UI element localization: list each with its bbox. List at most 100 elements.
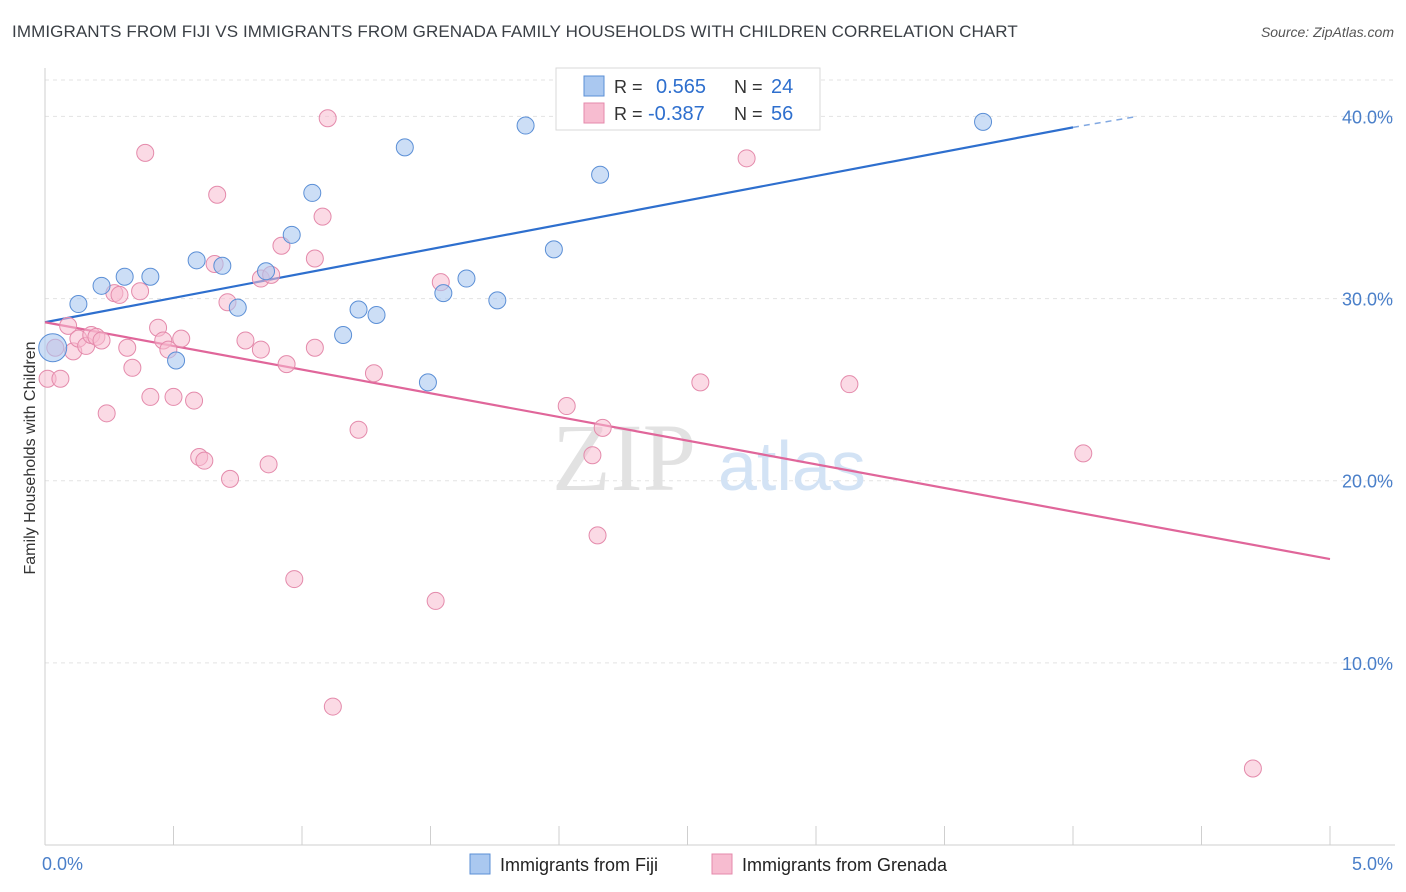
fiji-point — [141, 267, 160, 286]
x-tick-labels: 0.0% 5.0% — [42, 854, 1393, 874]
fiji-point — [167, 351, 186, 370]
grenada-point — [123, 358, 142, 377]
grenada-point — [251, 340, 270, 359]
fiji-point — [591, 165, 610, 184]
grenada-point — [1243, 759, 1262, 778]
stats-legend: R = 0.565 N = 24 R = -0.387 N = 56 — [555, 67, 821, 131]
gridlines — [45, 79, 1395, 664]
grenada-point — [313, 207, 332, 226]
fiji-point — [434, 284, 453, 303]
grenada-trend-line — [44, 321, 1331, 561]
y-tick-labels: 10.0% 20.0% 30.0% 40.0% — [1342, 107, 1393, 673]
grenada-point — [364, 364, 383, 383]
fiji-point — [213, 256, 232, 275]
chart-title: IMMIGRANTS FROM FIJI VS IMMIGRANTS FROM … — [12, 22, 1018, 41]
grenada-r-label: R = — [614, 104, 643, 124]
grenada-r-value: -0.387 — [648, 103, 705, 125]
grenada-point — [593, 418, 612, 437]
fiji-point — [257, 262, 276, 281]
fiji-point — [516, 116, 535, 135]
grenada-point — [737, 149, 756, 168]
grenada-point — [97, 404, 116, 423]
grenada-point — [118, 338, 137, 357]
grenada-point — [305, 249, 324, 268]
fiji-point — [303, 183, 322, 202]
axes — [44, 68, 1395, 846]
fiji-point — [488, 291, 507, 310]
grenada-point — [588, 526, 607, 545]
grenada-point — [277, 355, 296, 374]
grenada-point — [349, 420, 368, 439]
grenada-point — [840, 375, 859, 394]
fiji-point — [228, 298, 247, 317]
grenada-point — [221, 469, 240, 488]
grenada-point — [136, 143, 155, 162]
grenada-point — [305, 338, 324, 357]
fiji-point — [457, 269, 476, 288]
fiji-point — [187, 251, 206, 270]
legend-fiji-label: Immigrants from Fiji — [500, 855, 658, 875]
grenada-point — [185, 391, 204, 410]
grenada-point — [691, 373, 710, 392]
grenada-point — [426, 591, 445, 610]
legend-grenada-label: Immigrants from Grenada — [742, 855, 948, 875]
grenada-point — [259, 455, 278, 474]
fiji-trend-extension — [1072, 115, 1138, 129]
x-tick-label: 0.0% — [42, 854, 83, 874]
grenada-point — [318, 109, 337, 128]
y-tick-label: 20.0% — [1342, 472, 1393, 492]
source-label: Source: ZipAtlas.com — [1260, 24, 1394, 40]
grenada-point — [92, 331, 111, 350]
fiji-r-value: 0.565 — [656, 76, 706, 98]
fiji-point — [38, 333, 68, 363]
fiji-point — [334, 326, 353, 344]
fiji-n-label: N = — [734, 77, 763, 97]
fiji-point — [349, 300, 368, 319]
legend-grenada-swatch — [711, 853, 733, 875]
fiji-swatch — [583, 75, 605, 97]
grenada-point — [110, 285, 129, 304]
series-legend: Immigrants from Fiji Immigrants from Gre… — [469, 853, 948, 875]
fiji-n-value: 24 — [771, 76, 793, 98]
grenada-points — [38, 109, 1262, 778]
grenada-swatch — [583, 102, 605, 124]
grenada-n-value: 56 — [771, 103, 793, 125]
fiji-points — [38, 112, 993, 392]
fiji-point — [69, 295, 88, 314]
grenada-n-label: N = — [734, 104, 763, 124]
grenada-point — [557, 397, 576, 416]
fiji-point — [418, 373, 437, 392]
fiji-point — [367, 305, 386, 324]
fiji-point — [92, 276, 111, 295]
watermark-atlas: atlas — [718, 427, 866, 505]
grenada-point — [208, 185, 227, 204]
grenada-point — [172, 329, 191, 348]
grenada-point — [285, 570, 304, 589]
grenada-point — [195, 451, 214, 470]
grenada-point — [1074, 444, 1093, 463]
watermark: ZIP atlas — [552, 404, 866, 511]
fiji-point — [115, 267, 134, 286]
fiji-r-label: R = — [614, 77, 643, 97]
legend-fiji-swatch — [469, 853, 491, 875]
x-tick-label: 5.0% — [1352, 854, 1393, 874]
grenada-point — [141, 387, 160, 406]
y-axis-label: Family Households with Children — [22, 342, 39, 575]
fiji-trend-line — [44, 126, 1074, 324]
y-tick-label: 40.0% — [1342, 107, 1393, 127]
grenada-point — [323, 697, 342, 716]
fiji-point — [282, 225, 301, 244]
grenada-point — [51, 369, 70, 388]
watermark-zip: ZIP — [552, 404, 696, 511]
grenada-point — [583, 446, 602, 465]
grenada-point — [59, 316, 78, 335]
trend-lines — [44, 115, 1331, 561]
grenada-point — [131, 282, 150, 301]
y-tick-label: 30.0% — [1342, 290, 1393, 310]
y-tick-label: 10.0% — [1342, 654, 1393, 674]
fiji-point — [544, 240, 563, 259]
grenada-point — [236, 331, 255, 350]
grenada-point — [164, 387, 183, 406]
fiji-point — [395, 138, 414, 157]
